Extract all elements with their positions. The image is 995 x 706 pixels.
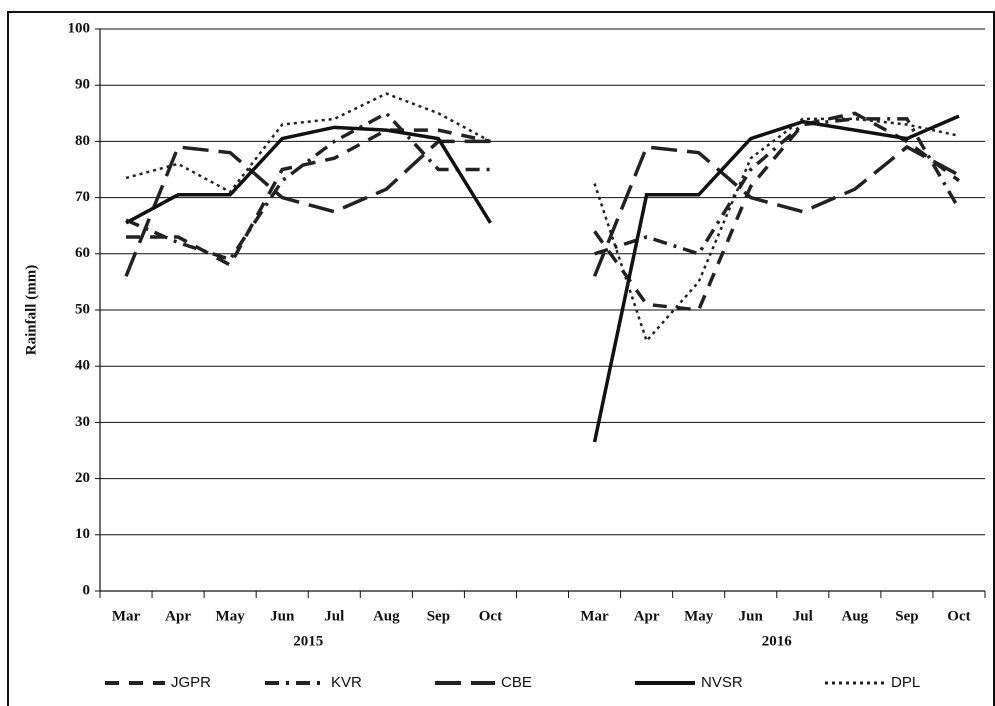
x-tick-label: Aug	[373, 608, 400, 624]
x-group-label: 2016	[762, 633, 793, 649]
x-tick-label: Mar	[580, 608, 609, 624]
x-tick-label: May	[684, 608, 714, 624]
x-tick-label: Sep	[895, 608, 918, 624]
legend-label: DPL	[891, 674, 920, 691]
y-tick-label: 20	[75, 470, 90, 486]
x-tick-label: Oct	[947, 608, 970, 624]
legend-label: NVSR	[701, 674, 743, 691]
x-tick-label: Jun	[739, 608, 764, 624]
x-group-label: 2015	[293, 633, 323, 649]
x-tick-label: Oct	[479, 608, 502, 624]
y-tick-label: 10	[75, 526, 90, 542]
legend-label: KVR	[331, 674, 362, 691]
y-tick-label: 80	[75, 133, 90, 149]
x-tick-label: Apr	[165, 608, 191, 624]
legend-label: CBE	[501, 674, 532, 691]
x-tick-label: Jun	[270, 608, 295, 624]
series-line	[125, 114, 960, 443]
legend-label: JGPR	[171, 674, 211, 691]
frame	[7, 11, 995, 706]
x-tick-label: Jul	[324, 608, 344, 624]
x-tick-label: Sep	[427, 608, 450, 624]
x-tick-label: Apr	[634, 608, 660, 624]
y-tick-label: 50	[75, 301, 90, 317]
y-tick-label: 70	[75, 189, 90, 205]
x-tick-label: Aug	[842, 608, 869, 624]
series-line	[124, 139, 960, 277]
x-tick-label: May	[216, 608, 246, 624]
series-line	[125, 92, 960, 344]
y-axis-label: Rainfall (mm)	[23, 265, 39, 355]
y-tick-label: 40	[75, 358, 90, 374]
y-tick-label: 60	[75, 245, 90, 261]
y-tick-label: 90	[75, 77, 90, 93]
series-line	[126, 111, 961, 312]
x-tick-label: Mar	[112, 608, 141, 624]
y-tick-label: 0	[83, 582, 91, 598]
y-tick-label: 30	[75, 414, 90, 430]
x-tick-label: Jul	[793, 608, 813, 624]
y-tick-label: 100	[68, 20, 91, 36]
series-line	[125, 111, 961, 262]
